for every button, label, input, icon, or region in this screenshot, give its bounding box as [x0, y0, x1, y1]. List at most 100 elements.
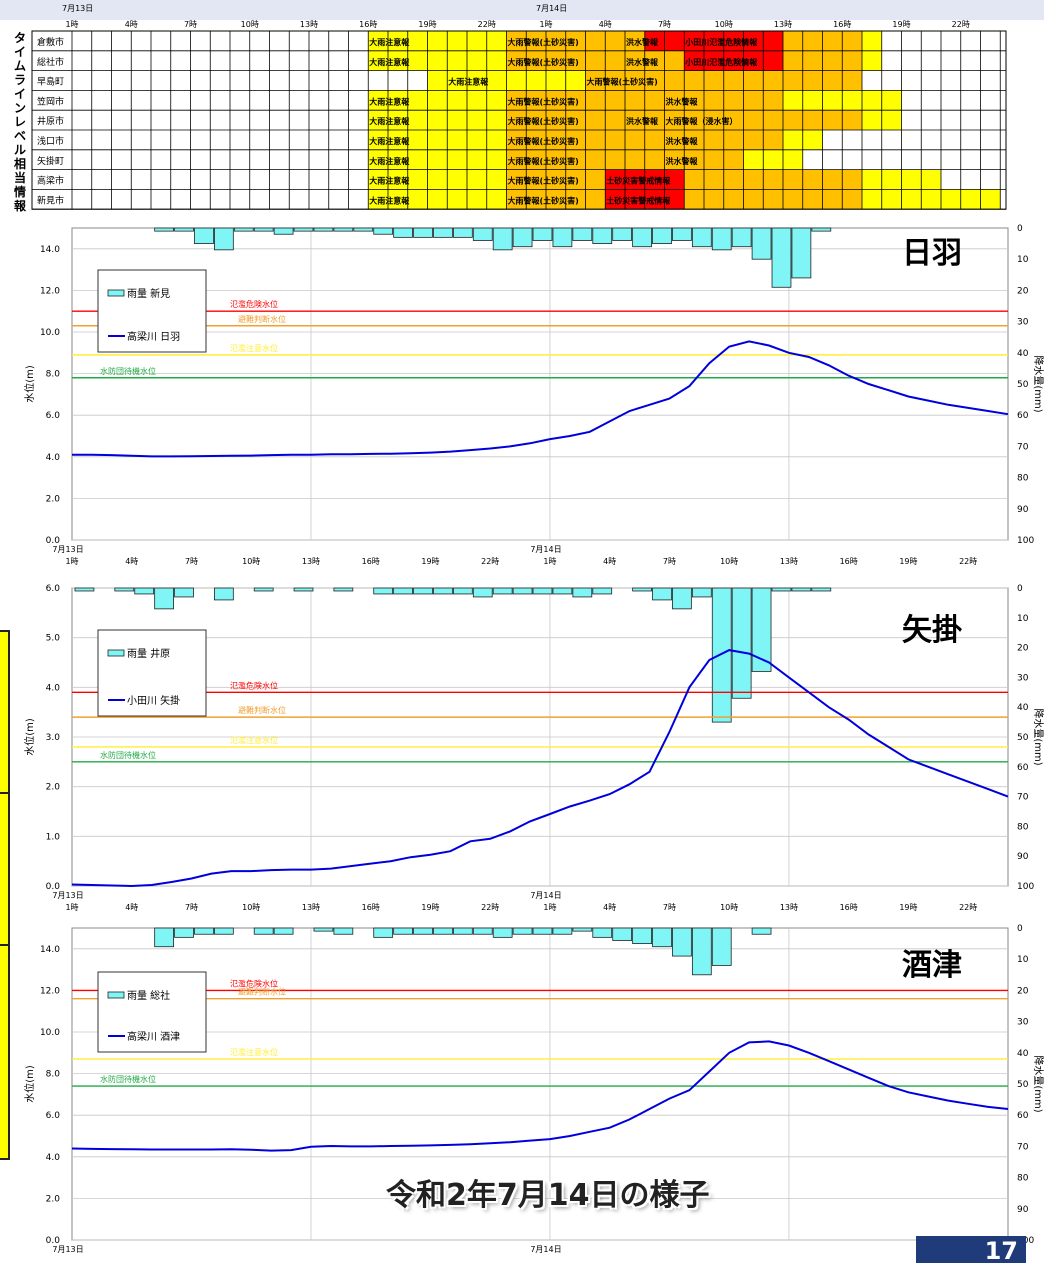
timeline-segment: [368, 169, 507, 190]
timeline-hour-label: 16時: [833, 20, 851, 29]
rain-bar: [771, 227, 792, 288]
rain-bar: [273, 227, 294, 235]
plot-frame: [71, 927, 1009, 1241]
x-tick-label: 1時: [65, 903, 78, 912]
rain-bar: [373, 227, 394, 235]
timeline-city-label: 井原市: [37, 115, 64, 127]
timeline-row: 笠岡市 大雨注意報 大雨警報(土砂災害) 洪水警報: [37, 90, 902, 111]
timeline-event-label: 大雨警報(土砂災害): [508, 195, 579, 205]
x-tick-label: 19時: [421, 903, 439, 912]
y-tick-label: 2.0: [46, 1194, 61, 1204]
y2-tick-label: 30: [1017, 318, 1029, 328]
y-tick-label: 12.0: [40, 986, 60, 996]
rain-bar: [632, 927, 652, 945]
x-tick-label: 7時: [185, 903, 198, 912]
y-tick-label: 14.0: [40, 245, 60, 255]
y-tick-label: 12.0: [40, 286, 60, 296]
threshold-label: 氾濫危険水位: [230, 299, 278, 309]
x-tick-label: 22時: [959, 557, 977, 566]
timeline-event-label: 大雨警報(土砂災害): [508, 37, 579, 47]
y2-axis-label: 降水量(mm): [1032, 1055, 1044, 1112]
y-tick-label: 2.0: [46, 783, 61, 793]
legend-level-label: 高梁川 酒津: [127, 1030, 180, 1043]
rain-bar: [194, 927, 214, 935]
y-tick-label: 0.0: [46, 1236, 61, 1246]
timeline-side-label-char: ベ: [14, 129, 26, 143]
legend-level-label: 小田川 矢掛: [127, 694, 180, 707]
timeline-event-label: 大雨注意報: [369, 195, 410, 205]
rain-bar: [672, 587, 692, 610]
station-title: 酒津: [902, 948, 962, 983]
timeline-side-label-char: タ: [14, 31, 26, 45]
y-tick-label: 8.0: [46, 1070, 61, 1080]
rain-bar: [293, 227, 314, 232]
rain-bar: [492, 927, 513, 938]
rain-bar: [233, 227, 254, 232]
x-date-label: 7月14日: [530, 1245, 561, 1254]
rain-bar: [532, 227, 553, 241]
y-tick-label: 4.0: [46, 683, 61, 693]
x-tick-label: 4時: [603, 903, 616, 912]
y2-tick-label: 80: [1017, 1174, 1029, 1184]
rain-bar: [452, 227, 473, 238]
timeline-event-label: 大雨警報(土砂災害): [508, 176, 579, 186]
timeline-event-label: 大雨注意報: [448, 77, 489, 87]
x-tick-label: 10時: [720, 557, 738, 566]
rain-bar: [552, 227, 573, 248]
timeline-segment: [368, 149, 507, 170]
rain-bar: [592, 927, 613, 938]
timeline-segment: [684, 50, 783, 71]
y2-tick-label: 90: [1017, 1205, 1029, 1215]
timeline-border: [31, 30, 1007, 210]
rain-bar: [472, 587, 493, 598]
y2-tick-label: 50: [1017, 1080, 1029, 1090]
legend-rain-label: 雨量 総社: [127, 989, 170, 1002]
timeline-row: 浅口市 大雨注意報 大雨警報(土砂災害) 洪水警報: [37, 130, 823, 150]
legend-level-label: 高梁川 日羽: [127, 330, 180, 343]
rain-bar: [273, 927, 294, 935]
timeline-event-label: 大雨注意報: [369, 116, 410, 126]
timeline-segment: [862, 50, 882, 71]
timeline-segment: [506, 50, 685, 71]
rain-bar: [612, 927, 633, 941]
timeline-event-label: 大雨警報(土砂災害): [587, 77, 658, 87]
timeline-event-label: 土砂災害警戒情報: [606, 195, 671, 205]
threshold-label: 氾濫注意水位: [230, 735, 278, 745]
left-edge-panel: [0, 630, 10, 794]
rain-bar: [572, 587, 593, 598]
rain-bar: [393, 927, 413, 935]
y2-tick-label: 30: [1017, 1018, 1029, 1028]
y2-tick-label: 0: [1017, 584, 1023, 594]
timeline-event-label: 洪水警報: [666, 136, 699, 146]
timeline-row: 高梁市 大雨注意報 大雨警報(土砂災害) 土砂災害警戒情報: [37, 169, 941, 190]
legend-rain-swatch: [107, 649, 125, 657]
threshold-label: 避難判断水位: [238, 314, 286, 324]
timeline-hour-label: 7時: [658, 20, 671, 29]
x-tick-label: 19時: [899, 557, 917, 566]
rain-bar: [373, 587, 394, 595]
rain-bar: [711, 927, 732, 966]
y2-tick-label: 10: [1017, 614, 1029, 624]
rain-bar: [652, 927, 672, 948]
threshold-label: 氾濫注意水位: [230, 343, 278, 353]
x-tick-label: 22時: [481, 557, 499, 566]
page-number: 17: [916, 1236, 1026, 1265]
timeline-side-label-char: ラ: [14, 73, 26, 87]
rain-bar: [691, 227, 712, 248]
rain-bar: [174, 227, 194, 232]
rain-bar: [552, 587, 573, 595]
rain-bar: [253, 927, 274, 935]
timeline-event-label: 大雨注意報: [369, 176, 410, 186]
y-tick-label: 0.0: [46, 882, 61, 892]
timeline-event-label: 洪水警報: [666, 96, 699, 106]
timeline-event-label: 大雨警報(土砂災害): [508, 136, 579, 146]
timeline-segment: [684, 169, 862, 190]
timeline-hour-label: 4時: [599, 20, 612, 29]
threshold-label: 氾濫危険水位: [230, 680, 278, 690]
y2-tick-label: 40: [1017, 349, 1029, 359]
rain-bar: [672, 927, 692, 957]
timeline-event-label: 洪水警報: [626, 116, 659, 126]
x-tick-label: 7時: [663, 903, 676, 912]
